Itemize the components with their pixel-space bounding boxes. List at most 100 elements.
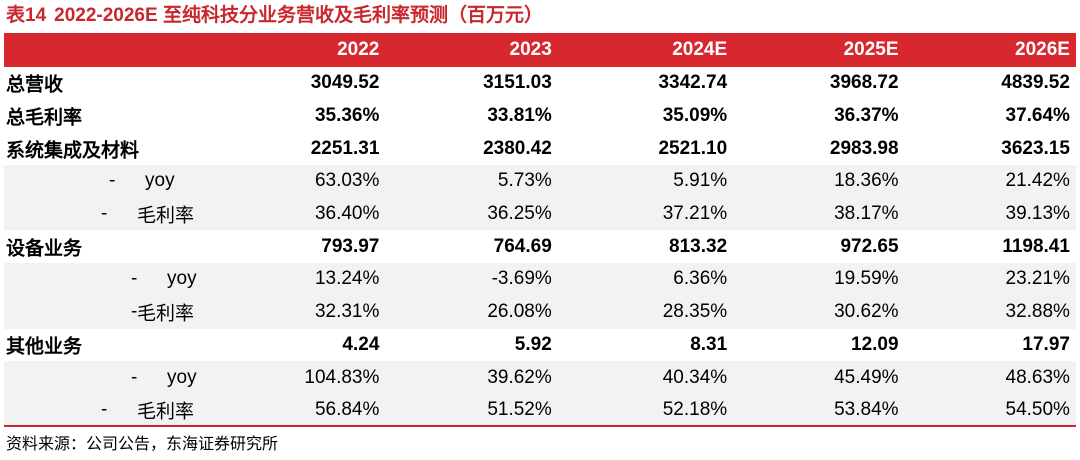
- cell-value: 35.09%: [662, 105, 728, 127]
- table-title-text: 2022-2026E 至纯科技分业务营收及毛利率预测（百万元）: [54, 5, 543, 26]
- cell-value: 38.17%: [834, 203, 899, 225]
- table-row: 设备业务 793.97 764.69 813.32 972.65 1198.41: [4, 230, 1076, 263]
- table-number: 表14: [6, 5, 47, 26]
- row-label: - yoy: [4, 165, 209, 198]
- table-cell: 30.62%: [729, 301, 902, 323]
- cell-value: 813.32: [669, 235, 728, 257]
- table-row: - yoy 104.83% 39.62% 40.34% 45.49% 48.63%: [4, 361, 1076, 394]
- cell-value: 35.36%: [314, 105, 380, 127]
- row-label: 总毛利率: [4, 100, 209, 133]
- cell-value: 52.18%: [662, 399, 728, 421]
- table-cell: 33.81%: [382, 105, 555, 127]
- table-cell: 3151.03: [382, 72, 555, 94]
- cell-value: 5.73%: [497, 170, 552, 192]
- table-cell: 5.73%: [382, 170, 555, 192]
- cell-value: 21.42%: [1005, 170, 1070, 192]
- table-cell: 18.36%: [729, 170, 902, 192]
- row-label-text: 系统集成及材料: [6, 140, 140, 162]
- cell-value: -3.69%: [491, 268, 552, 290]
- table-cell: 48.63%: [903, 367, 1076, 389]
- table-cell: 53.84%: [729, 399, 902, 421]
- cell-value: 37.21%: [662, 203, 728, 225]
- header-year-2023: 2023: [509, 39, 552, 60]
- row-indent-dash: -: [101, 399, 108, 421]
- table-cell: 5.92: [382, 334, 555, 356]
- table-cell: 17.97: [903, 334, 1076, 356]
- table-cell: 793.97: [209, 236, 382, 258]
- table-cell: 3623.15: [903, 138, 1076, 160]
- cell-value: 28.35%: [662, 301, 728, 323]
- table-cell: 1198.41: [903, 236, 1076, 258]
- table-cell: 52.18%: [556, 399, 729, 421]
- row-label-text: 其他业务: [6, 336, 83, 358]
- cell-value: 3342.74: [658, 72, 728, 94]
- table-cell: 6.36%: [556, 268, 729, 290]
- row-label: - 毛利率: [4, 198, 209, 231]
- table-cell: 35.36%: [209, 105, 382, 127]
- cell-value: 6.36%: [673, 268, 728, 290]
- row-label: 其他业务: [4, 329, 209, 362]
- cell-value: 48.63%: [1005, 366, 1070, 388]
- table-row: 总毛利率 35.36% 33.81% 35.09% 36.37% 37.64%: [4, 100, 1076, 133]
- row-indent-dash: -: [101, 203, 108, 225]
- cell-value: 45.49%: [834, 366, 899, 388]
- cell-value: 3968.72: [829, 72, 899, 94]
- cell-value: 63.03%: [314, 170, 380, 192]
- table-bottom-rule: [4, 425, 1076, 427]
- table-cell: 32.88%: [903, 301, 1076, 323]
- cell-value: 793.97: [321, 235, 380, 257]
- cell-value: 13.24%: [314, 268, 380, 290]
- table-cell: 63.03%: [209, 170, 382, 192]
- row-label: 系统集成及材料: [4, 132, 209, 165]
- table-cell: 2521.10: [556, 138, 729, 160]
- table-row: - 毛利率 56.84% 51.52% 52.18% 53.84% 54.50%: [4, 393, 1076, 427]
- table-cell: 51.52%: [382, 399, 555, 421]
- table-cell: 37.64%: [903, 105, 1076, 127]
- cell-value: 54.50%: [1005, 399, 1070, 421]
- row-label: - 毛利率: [4, 394, 209, 427]
- cell-value: 51.52%: [487, 399, 552, 421]
- header-year-2025e: 2025E: [843, 39, 899, 60]
- table-cell: 21.42%: [903, 170, 1076, 192]
- cell-value: 5.92: [514, 333, 552, 355]
- cell-value: 4.24: [342, 333, 380, 355]
- cell-value: 53.84%: [834, 399, 899, 421]
- table-row: - 毛利率 32.31% 26.08% 28.35% 30.62% 32.88%: [4, 295, 1076, 329]
- row-label-text: 毛利率: [137, 303, 195, 325]
- cell-value: 8.31: [690, 333, 728, 355]
- cell-value: 36.37%: [834, 105, 899, 127]
- table-row: 其他业务 4.24 5.92 8.31 12.09 17.97: [4, 329, 1076, 362]
- cell-value: 30.62%: [834, 301, 899, 323]
- row-label-text: 总毛利率: [6, 107, 83, 129]
- cell-value: 2380.42: [483, 137, 552, 159]
- table-cell: 2251.31: [209, 138, 382, 160]
- table-cell: 28.35%: [556, 301, 729, 323]
- table-row: - 毛利率 36.40% 36.25% 37.21% 38.17% 39.13%: [4, 197, 1076, 231]
- table-cell: 972.65: [729, 236, 902, 258]
- row-label-text: yoy: [145, 170, 175, 192]
- cell-value: 18.36%: [834, 170, 899, 192]
- source-note: 资料来源：公司公告，东海证券研究所: [6, 436, 279, 453]
- row-label-text: yoy: [167, 268, 197, 290]
- table-cell: 40.34%: [556, 367, 729, 389]
- table-cell: 38.17%: [729, 203, 902, 225]
- table-cell: 2380.42: [382, 138, 555, 160]
- table-row: 总营收 3049.52 3151.03 3342.74 3968.72 4839.52: [4, 67, 1076, 100]
- cell-value: 4839.52: [1001, 72, 1070, 94]
- table-row: - yoy 13.24% -3.69% 6.36% 19.59% 23.21%: [4, 263, 1076, 296]
- cell-value: 3151.03: [483, 72, 552, 94]
- row-indent-dash: -: [131, 301, 138, 323]
- table-cell: 54.50%: [903, 399, 1076, 421]
- cell-value: 1198.41: [1002, 235, 1070, 257]
- table-cell: 104.83%: [209, 367, 382, 389]
- cell-value: 2251.31: [310, 137, 380, 159]
- table-cell: 764.69: [382, 236, 555, 258]
- table-cell: 8.31: [556, 334, 729, 356]
- cell-value: 972.65: [840, 235, 899, 257]
- cell-value: 2983.98: [829, 137, 899, 159]
- table-cell: 5.91%: [556, 170, 729, 192]
- cell-value: 3049.52: [310, 72, 380, 94]
- cell-value: 56.84%: [314, 399, 380, 421]
- row-label: - 毛利率: [4, 296, 209, 329]
- table-cell: 36.25%: [382, 203, 555, 225]
